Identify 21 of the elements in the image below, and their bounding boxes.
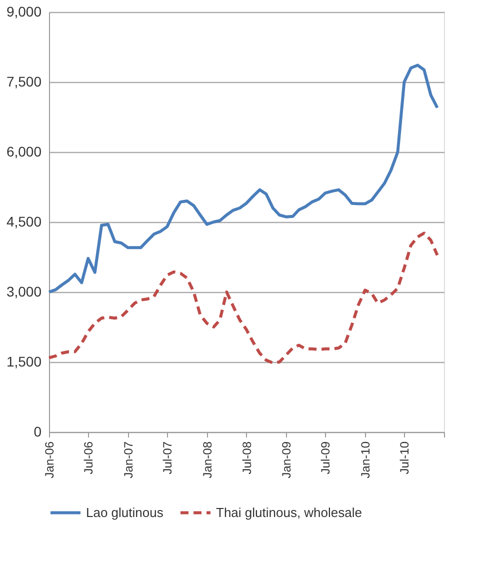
x-tick-label: Jul-06 bbox=[82, 441, 96, 474]
x-tick-label: Jan-06 bbox=[42, 441, 56, 478]
y-tick-label: 0 bbox=[34, 424, 42, 440]
y-tick-label: 6,000 bbox=[6, 144, 42, 160]
x-tick-label: Jul-07 bbox=[160, 441, 175, 474]
x-tick-label: Jan-08 bbox=[200, 441, 214, 478]
line-series bbox=[48, 64, 439, 294]
y-tick-label: 9,000 bbox=[6, 4, 42, 20]
legend-label: Thai glutinous, wholesale bbox=[216, 504, 362, 520]
legend-label: Lao glutinous bbox=[86, 504, 164, 520]
y-tick-label: 7,500 bbox=[6, 74, 42, 90]
x-tick-label: Jul-09 bbox=[318, 441, 333, 474]
y-tick-label: 3,000 bbox=[6, 284, 42, 300]
x-tick-label: Jul-10 bbox=[398, 441, 412, 474]
x-tick-label: Jan-09 bbox=[280, 441, 294, 478]
y-tick-label: 1,500 bbox=[6, 354, 42, 370]
line-series bbox=[48, 232, 439, 364]
x-tick-label: Jan-07 bbox=[121, 441, 136, 478]
x-tick-label: Jan-10 bbox=[358, 441, 373, 478]
y-tick-label: 4,500 bbox=[6, 214, 42, 230]
x-tick-label: Jul-08 bbox=[240, 441, 254, 474]
